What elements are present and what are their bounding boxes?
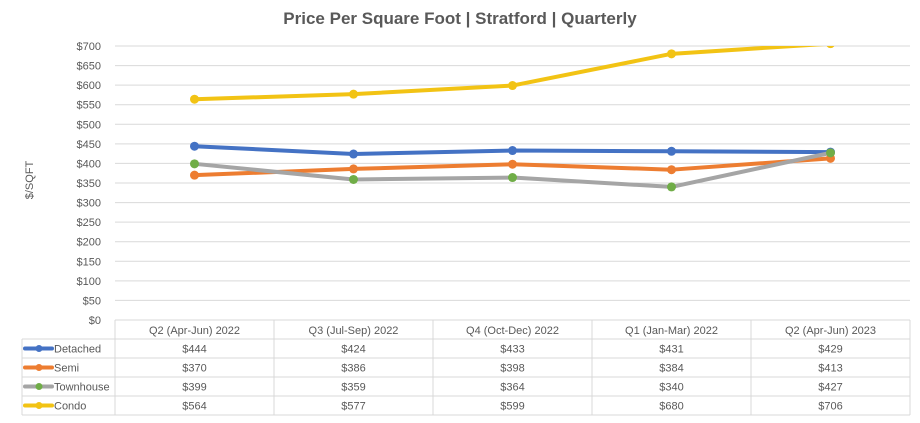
y-tick-label: $400 [77,158,101,170]
data-label: $340 [659,382,683,394]
data-label: $399 [182,382,206,394]
y-axis-label: $/SQFT [24,160,36,199]
data-label: $599 [500,401,524,413]
y-tick-label: $550 [77,100,101,112]
data-label: $431 [659,344,683,356]
data-point-condo [190,94,199,104]
legend-marker-detached [35,345,43,352]
legend-label: Semi [54,363,79,375]
y-tick-label: $300 [77,198,101,210]
x-category-label: Q1 (Jan-Mar) 2022 [625,325,718,337]
data-label: $364 [500,382,524,394]
data-label: $680 [659,401,683,413]
data-point-townhouse [508,173,517,183]
data-label: $564 [182,401,206,413]
y-tick-label: $350 [77,178,101,190]
gridlines [115,45,910,301]
x-category-label: Q2 (Apr-Jun) 2022 [149,325,240,337]
y-tick-label: $100 [77,276,101,288]
series-line-condo [192,46,826,102]
data-point-detached [508,146,517,156]
y-tick-label: $700 [77,41,101,53]
data-point-townhouse [667,182,676,192]
x-category-label: Q2 (Apr-Jun) 2023 [785,325,876,337]
data-point-condo [508,81,517,91]
y-tick-label: $50 [83,295,101,307]
data-point-detached [349,149,358,159]
data-point-townhouse [826,148,835,158]
data-point-detached [667,146,676,156]
data-label: $427 [818,382,842,394]
data-table: Q2 (Apr-Jun) 2022 Q3 (Jul-Sep) 2022 Q4 (Oc… [21,319,911,416]
data-label: $429 [818,344,842,356]
data-point-semi [667,165,676,175]
data-label: $413 [818,363,842,375]
data-point-townhouse [349,174,358,184]
data-point-semi [349,164,358,174]
data-point-detached [190,141,199,151]
data-point-semi [508,159,517,169]
legend-marker-townhouse [35,383,43,390]
y-axis-ticks: $0 $50 $100 $150 $200 $250 $300 $350 $400 $450 $50… [77,41,101,327]
data-label: $370 [182,363,206,375]
data-point-condo [667,49,676,59]
data-label: $433 [500,344,524,356]
data-label: $424 [341,344,365,356]
series-lines [190,46,835,192]
data-label: $384 [659,363,683,375]
y-tick-label: $150 [77,256,101,268]
data-label: $444 [182,344,206,356]
data-point-semi [190,170,199,180]
data-label: $577 [341,401,365,413]
x-category-label: Q4 (Oct-Dec) 2022 [466,325,559,337]
legend-label: Condo [54,401,86,413]
data-label: $398 [500,363,524,375]
y-tick-label: $0 [89,315,101,327]
y-tick-label: $500 [77,119,101,131]
legend-label: Detached [54,344,101,356]
legend-label: Townhouse [54,382,110,394]
data-label: $359 [341,382,365,394]
data-label: $706 [818,401,842,413]
y-tick-label: $250 [77,217,101,229]
legend-marker-semi [35,364,43,371]
y-tick-label: $600 [77,80,101,92]
data-label: $386 [341,363,365,375]
chart-title: Price Per Square Foot | Stratford | Quar… [283,9,637,28]
data-point-condo [826,46,835,49]
y-tick-label: $450 [77,139,101,151]
y-tick-label: $200 [77,237,101,249]
data-point-condo [349,89,358,99]
x-category-label: Q3 (Jul-Sep) 2022 [309,325,399,337]
data-point-townhouse [190,159,199,169]
y-tick-label: $650 [77,61,101,73]
legend-marker-condo [35,402,43,409]
